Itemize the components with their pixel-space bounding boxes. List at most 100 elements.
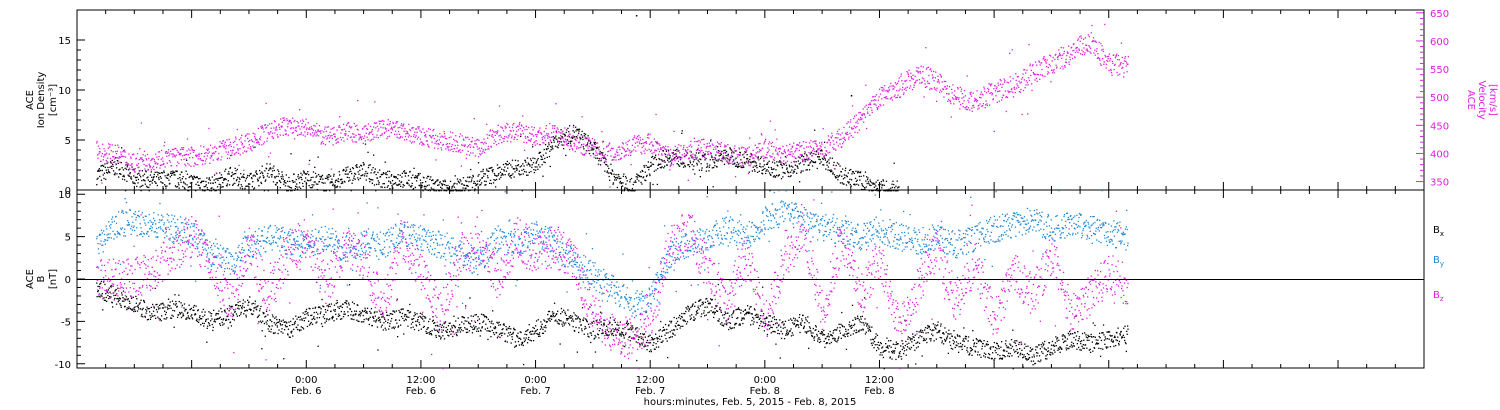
bx-point-375 [257, 305, 259, 307]
bx-point-263 [209, 324, 211, 327]
density-point-1428 [710, 140, 712, 142]
velocity-point-905 [485, 148, 487, 151]
bx-point-145 [158, 317, 160, 320]
velocity-late-point-304 [1029, 65, 1031, 67]
velocity-late-point-246 [1004, 79, 1006, 82]
density-point-742 [415, 175, 417, 177]
velocity-late-point-469 [1100, 42, 1102, 45]
density-point-840 [457, 190, 459, 192]
velocity-point-722 [406, 132, 408, 134]
density-point-1739 [843, 174, 845, 176]
velocity-late-point-186 [978, 107, 980, 109]
velocity-point-1623 [793, 161, 796, 163]
velocity-point-1132 [582, 154, 584, 156]
velocity-point-222 [191, 149, 193, 151]
density-point-297 [223, 179, 226, 181]
velocity-point-1538 [757, 146, 759, 149]
velocity-point-1405 [700, 150, 702, 152]
velocity-point-306 [227, 151, 229, 153]
velocity-point-1112 [574, 143, 576, 145]
outlier-point-1 [850, 95, 853, 97]
velocity-point-1041 [543, 130, 545, 133]
velocity-point-995 [523, 149, 526, 151]
velocity-point-745 [416, 131, 418, 133]
velocity-late-point-264 [1012, 91, 1014, 93]
bx-point-206 [184, 308, 186, 311]
velocity-late-point-44 [917, 72, 919, 74]
velocity-point-498 [310, 134, 312, 136]
right-tick-label-3: 500 [1430, 93, 1449, 104]
velocity-late-point-235 [999, 79, 1001, 81]
bx-point-324 [235, 304, 237, 306]
velocity-late-point-460 [1096, 48, 1098, 50]
velocity-point-662 [380, 120, 382, 122]
density-point-200 [182, 185, 184, 188]
density-point-590 [349, 168, 351, 170]
velocity-late-point-510 [1117, 55, 1120, 57]
density-point-1666 [812, 161, 814, 163]
bx-point-395 [265, 310, 268, 312]
velocity-point-1137 [584, 136, 587, 138]
velocity-late-point-98 [940, 76, 942, 78]
density-point-1675 [816, 150, 818, 152]
density-point-1184 [605, 163, 607, 166]
velocity-point-932 [496, 131, 499, 133]
density-point-1043 [544, 161, 546, 164]
density-point-103 [140, 190, 142, 192]
density-point-714 [403, 171, 405, 173]
density-point-1667 [812, 161, 814, 163]
velocity-point-345 [244, 140, 246, 142]
velocity-point-64 [123, 150, 125, 152]
density-point-171 [169, 176, 171, 178]
velocity-late-point-78 [932, 77, 934, 79]
velocity-point-374 [256, 142, 259, 144]
velocity-point-720 [405, 130, 407, 132]
density-point-159 [164, 175, 166, 177]
velocity-point-675 [386, 138, 388, 140]
bx-point-269 [211, 323, 213, 326]
velocity-late-point-444 [1089, 51, 1091, 53]
density-point-886 [477, 183, 479, 185]
velocity-point-629 [366, 136, 368, 138]
velocity-late-point-450 [1092, 40, 1094, 42]
velocity-late-point-178 [975, 99, 977, 101]
velocity-point-1712 [832, 146, 834, 149]
velocity-late-point-502 [1114, 63, 1116, 66]
velocity-late-point-369 [1057, 58, 1059, 60]
velocity-point-1001 [526, 128, 528, 131]
velocity-point-1396 [696, 140, 698, 143]
density-point-372 [256, 173, 258, 175]
velocity-point-41 [113, 158, 115, 160]
bx-point-96 [137, 304, 139, 307]
velocity-late-point-378 [1061, 57, 1063, 59]
density-point-370 [255, 171, 257, 173]
velocity-late-point-24 [908, 87, 911, 89]
bx-point-132 [152, 310, 155, 312]
velocity-point-1621 [793, 142, 795, 144]
density-point-1266 [640, 181, 642, 184]
velocity-point-329 [237, 149, 239, 151]
velocity-point-1645 [803, 147, 805, 150]
density-point-796 [438, 184, 440, 186]
density-point-536 [326, 175, 328, 177]
velocity-point-926 [494, 131, 496, 133]
bx-point-30 [109, 296, 111, 298]
density-point-1736 [842, 183, 844, 185]
velocity-late-point-446 [1090, 52, 1092, 54]
density-point-1861 [896, 190, 898, 192]
velocity-point-1014 [532, 144, 534, 146]
velocity-point-1238 [628, 149, 630, 151]
velocity-point-401 [268, 133, 270, 135]
velocity-point-1795 [867, 106, 870, 108]
velocity-point-792 [436, 139, 438, 142]
density-point-300 [225, 168, 227, 170]
velocity-point-1123 [578, 141, 581, 143]
velocity-late-point-124 [951, 97, 954, 99]
velocity-point-1240 [629, 150, 631, 152]
velocity-point-666 [382, 127, 384, 129]
density-point-386 [262, 172, 264, 174]
density-point-1321 [664, 165, 666, 167]
bx-point-325 [235, 313, 238, 315]
velocity-point-1577 [774, 157, 776, 159]
velocity-point-1023 [535, 136, 538, 138]
